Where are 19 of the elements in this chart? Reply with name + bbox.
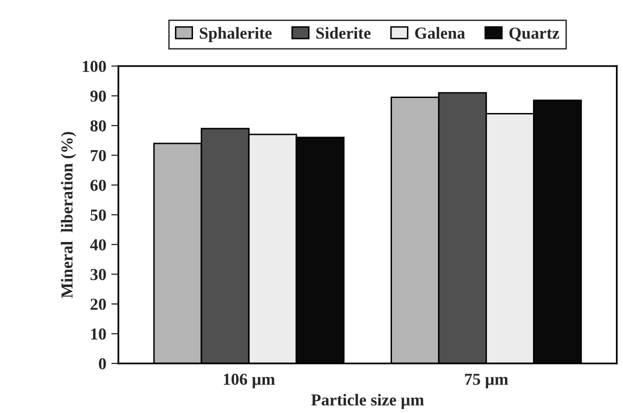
- y-axis-title: Mineral liberation (%): [60, 132, 76, 298]
- x-axis-title: Particle size µm: [311, 394, 424, 409]
- y-tick-label: 60: [90, 180, 106, 191]
- y-tick-label: 20: [90, 298, 106, 310]
- y-tick-label: 80: [90, 120, 106, 132]
- x-tick-label: 75 µm: [465, 374, 508, 388]
- y-tick-label: 50: [90, 209, 106, 221]
- y-tick-label: 30: [90, 268, 106, 280]
- legend-label: Sphalerite: [200, 27, 272, 42]
- y-tick-label: 100: [82, 60, 106, 72]
- legend-label: Quartz: [509, 28, 560, 42]
- y-tick-label: 10: [91, 328, 106, 340]
- y-tick-label: 40: [90, 239, 106, 250]
- x-tick-label: 106 µm: [224, 374, 275, 388]
- legend-label: Siderite: [316, 27, 371, 39]
- y-tick-label: 70: [90, 150, 106, 162]
- y-tick-label: 90: [90, 90, 106, 102]
- legend-label: Galena: [415, 27, 465, 39]
- y-tick-label: 0: [98, 358, 106, 370]
